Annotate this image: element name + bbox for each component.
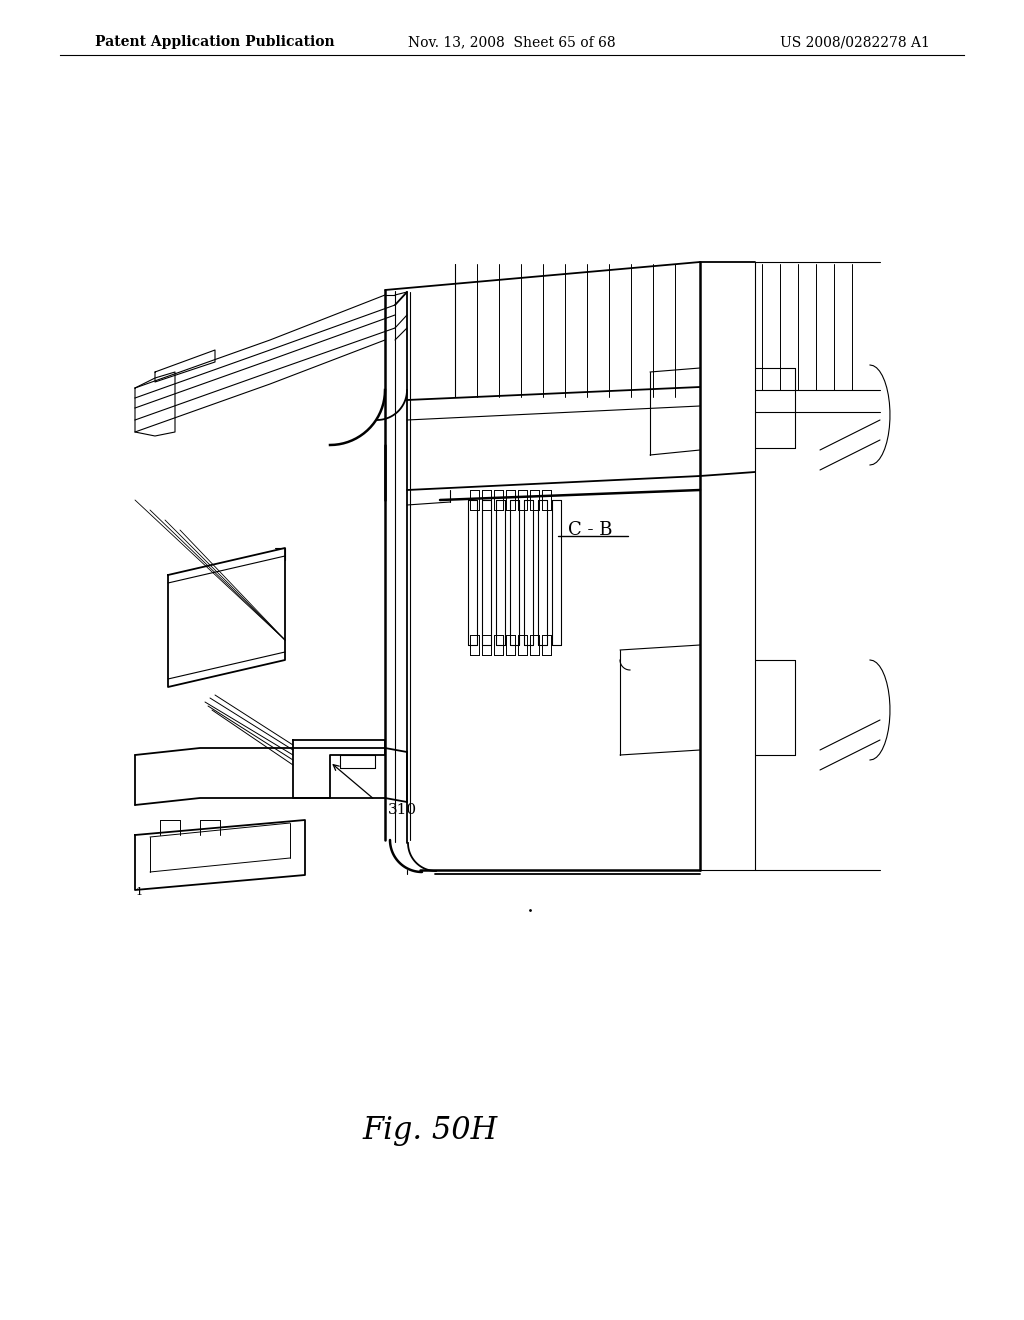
Text: Patent Application Publication: Patent Application Publication <box>95 36 335 49</box>
Text: Fig. 50H: Fig. 50H <box>362 1114 498 1146</box>
Text: US 2008/0282278 A1: US 2008/0282278 A1 <box>780 36 930 49</box>
Text: Nov. 13, 2008  Sheet 65 of 68: Nov. 13, 2008 Sheet 65 of 68 <box>409 36 615 49</box>
Text: C - B: C - B <box>567 521 612 539</box>
Text: 1: 1 <box>136 887 143 898</box>
Text: 310: 310 <box>388 803 417 817</box>
